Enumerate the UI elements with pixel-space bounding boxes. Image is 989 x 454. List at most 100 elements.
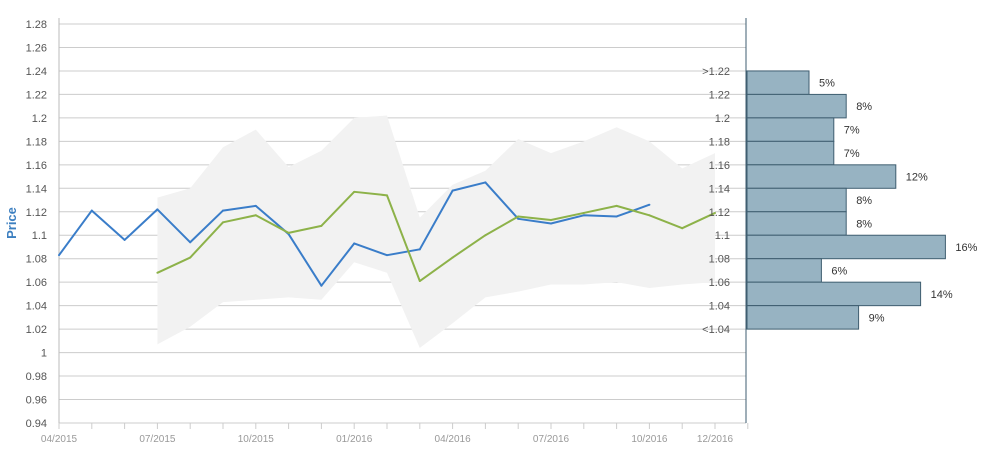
distribution-percent-label: 16% (955, 242, 977, 254)
series-1-point (550, 222, 552, 225)
distribution-bar (746, 140, 835, 166)
y-tick-label: 1.08 (26, 254, 47, 266)
distribution-bar (746, 258, 822, 283)
series-1-point (353, 242, 356, 245)
y-tick-label: 1.22 (26, 89, 47, 101)
series-1-point (320, 284, 323, 287)
distribution-percent-label: 7% (844, 125, 860, 137)
distribution-bin-label: 1.04 (709, 301, 730, 313)
y-tick-label: 1.2 (32, 113, 47, 125)
series-line-2 (156, 190, 716, 283)
y-tick-label: 0.94 (26, 418, 47, 430)
y-tick-label: 0.98 (26, 371, 47, 383)
x-tick-label: 04/2016 (435, 434, 472, 445)
series-2-point (681, 227, 684, 230)
distribution-bin-label: 1.1 (715, 230, 730, 242)
series-2-point (320, 224, 323, 227)
distribution-percent-label: 9% (869, 312, 885, 324)
series-1-point (58, 254, 60, 257)
distribution-bin-label: 1.18 (709, 136, 730, 148)
y-tick-label: 1.06 (26, 277, 47, 289)
series-2-point (451, 256, 454, 259)
y-tick-label: 1.26 (26, 42, 47, 54)
distribution-percent-label: 12% (906, 172, 928, 184)
y-tick-label: 1.02 (26, 324, 47, 336)
y-tick-label: 0.96 (26, 395, 47, 407)
series-1-point (123, 238, 126, 241)
y-tick-label: 1.28 (26, 19, 47, 31)
distribution-percent-label: 14% (931, 289, 953, 301)
distribution-bin-label: 1.12 (709, 207, 730, 219)
series-1-point (517, 217, 520, 220)
x-tick-label: 10/2015 (238, 434, 275, 445)
distribution-bar (746, 187, 847, 213)
series-1-point (189, 241, 192, 244)
series-1-point (156, 208, 159, 211)
series-2-point (714, 211, 716, 214)
y-tick-label: 1 (41, 348, 47, 360)
series-2-point (615, 204, 618, 207)
x-tick-label: 10/2016 (631, 434, 668, 445)
distribution-bar (746, 93, 847, 119)
series-2-point (189, 256, 192, 259)
series-2-point (353, 190, 356, 193)
series-1-point (451, 189, 454, 192)
distribution-bin-label: 1.22 (709, 89, 730, 101)
series-2-point (648, 214, 651, 217)
distribution-bin-label: 1.08 (709, 254, 730, 266)
series-1-point (615, 215, 618, 218)
y-tick-label: 1.18 (26, 136, 47, 148)
series-1-point (418, 248, 421, 251)
distribution-bar (746, 164, 897, 189)
series-2-point (386, 194, 388, 197)
distribution-percent-label: 5% (819, 78, 835, 90)
y-axis-title: Price (4, 207, 19, 239)
distribution-percent-label: 8% (856, 101, 872, 113)
series-2-point (550, 218, 552, 221)
x-tick-label: 07/2015 (139, 434, 176, 445)
y-tick-label: 1.12 (26, 207, 47, 219)
distribution-bin-label: 1.16 (709, 160, 730, 172)
distribution-bar (746, 70, 810, 95)
series-2-point (156, 271, 159, 274)
distribution-percent-label: 8% (856, 219, 872, 231)
distribution-percent-label: 8% (856, 195, 872, 207)
series-2-point (222, 221, 224, 224)
y-tick-label: 1.1 (32, 230, 47, 242)
series-1-point (648, 203, 651, 206)
series-2-point (517, 215, 520, 218)
distribution-bin-label: >1.22 (702, 66, 730, 78)
series-1-point (254, 204, 257, 207)
distribution-bar (746, 305, 860, 330)
distribution-bar (746, 234, 946, 260)
series-2-point (582, 211, 585, 214)
distribution-bin-label: 1.2 (715, 113, 730, 125)
distribution-bin-label: <1.04 (702, 324, 730, 336)
forecast-range-band (157, 115, 715, 348)
series-2-point (418, 280, 421, 283)
x-tick-label: 12/2016 (697, 434, 734, 445)
distribution-bar (746, 211, 847, 236)
distribution-bar (746, 117, 835, 142)
series-1-point (90, 209, 93, 212)
series-1-point (386, 254, 388, 257)
series-1-point (484, 181, 487, 184)
distribution-bar (746, 281, 922, 307)
distribution-bin-label: 1.06 (709, 277, 730, 289)
x-tick-label: 04/2015 (41, 434, 78, 445)
y-tick-label: 1.14 (26, 183, 47, 195)
y-tick-label: 1.24 (26, 66, 47, 78)
distribution-percent-label: 7% (844, 148, 860, 160)
series-1-point (582, 214, 585, 217)
series-1-point (222, 209, 224, 212)
x-tick-label: 07/2016 (533, 434, 570, 445)
y-tick-label: 1.04 (26, 301, 47, 313)
x-tick-label: 01/2016 (336, 434, 373, 445)
y-tick-label: 1.16 (26, 160, 47, 172)
series-2-point (287, 231, 290, 234)
distribution-bin-label: 1.14 (709, 183, 730, 195)
series-2-point (254, 214, 257, 217)
series-2-point (484, 234, 487, 237)
